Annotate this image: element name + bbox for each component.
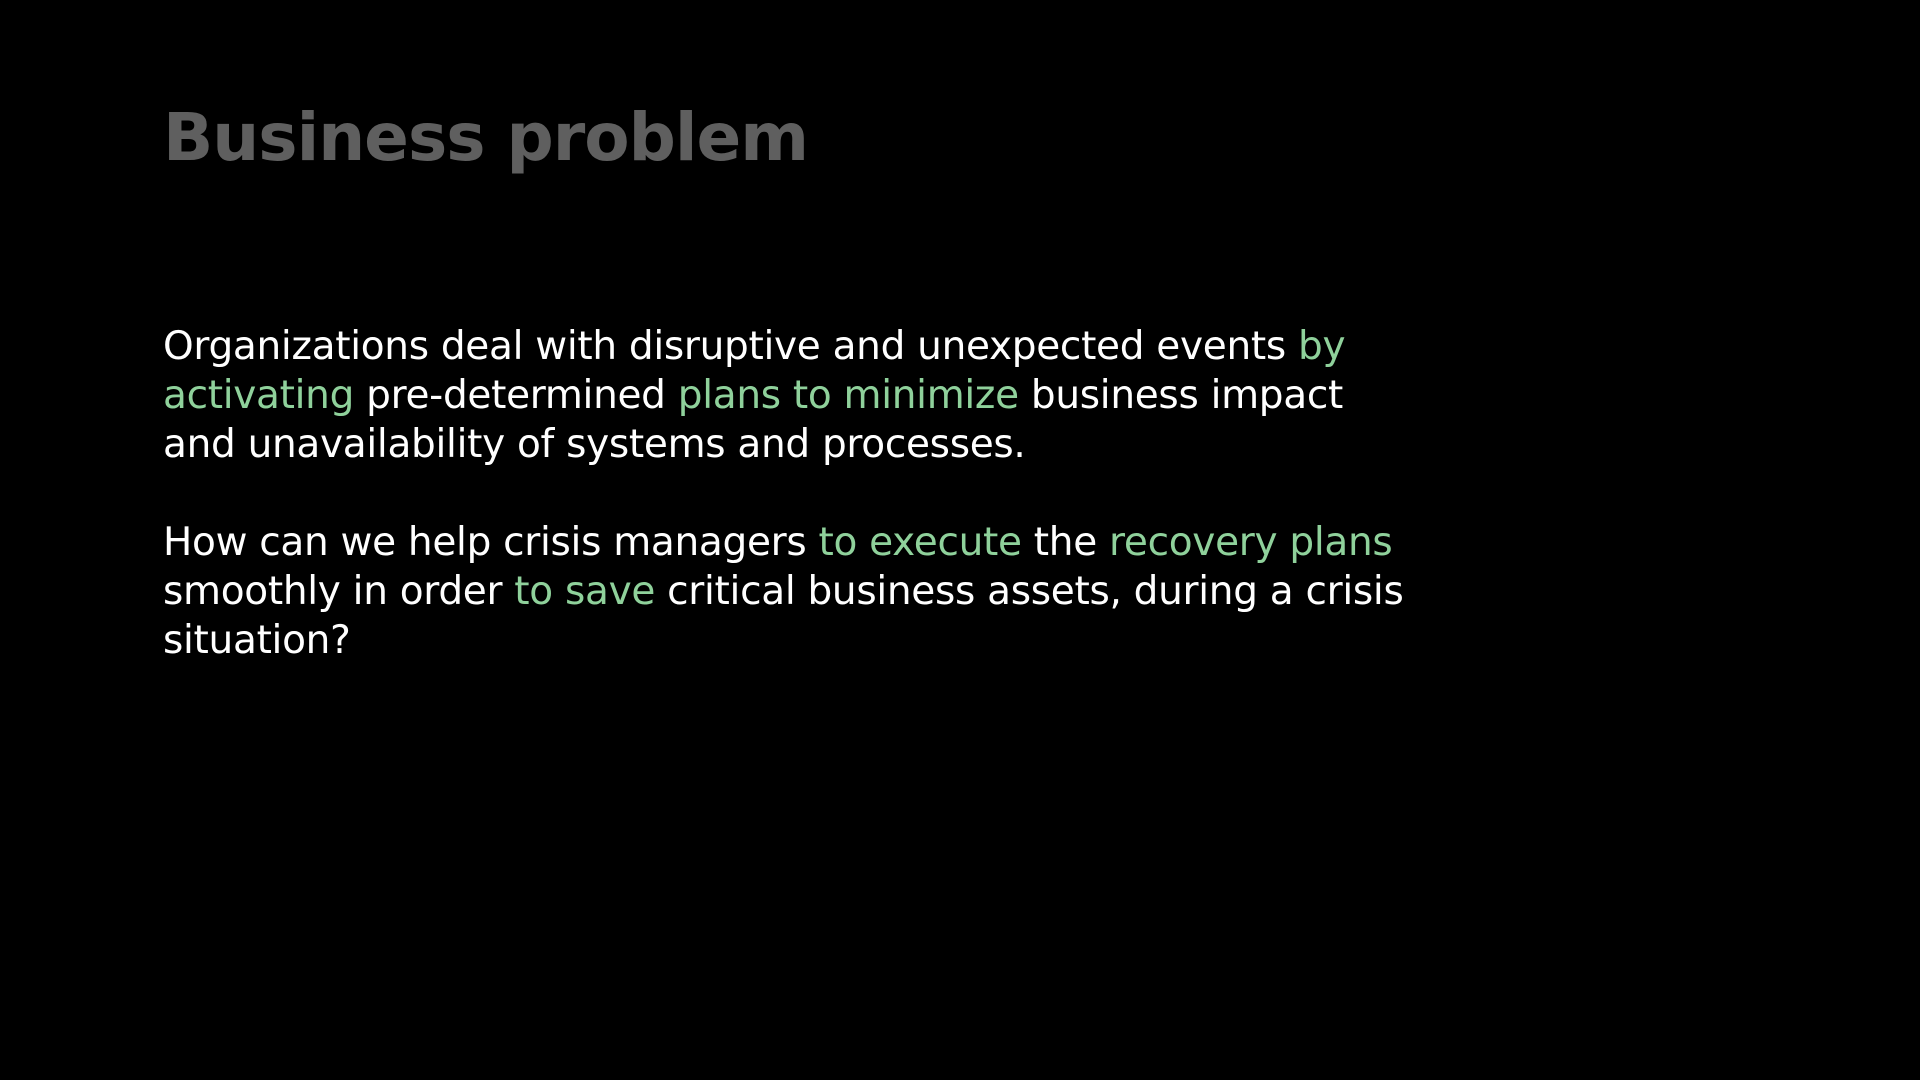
highlighted-text-segment: recovery plans — [1109, 520, 1393, 565]
text-segment: business impact and unavailability of sy… — [163, 373, 1356, 467]
highlighted-text-segment: plans to minimize — [677, 373, 1019, 418]
highlighted-text-segment: to save — [514, 569, 656, 614]
text-segment: smoothly in order — [163, 520, 1405, 614]
problem-question-paragraph: How can we help crisis managers to execu… — [163, 518, 1423, 665]
text-segment: the — [1021, 520, 1110, 565]
problem-statement-paragraph: Organizations deal with disruptive and u… — [163, 322, 1423, 469]
slide-title: Business problem — [163, 99, 809, 176]
text-segment: How can we help crisis managers — [163, 520, 819, 565]
highlighted-text-segment: by activating — [163, 324, 1358, 418]
text-segment: pre-determined — [354, 373, 678, 418]
text-segment: Organizations deal with disruptive and u… — [163, 324, 1299, 369]
highlighted-text-segment: to execute — [818, 520, 1022, 565]
text-segment: critical business assets, during a crisi… — [163, 569, 1416, 663]
